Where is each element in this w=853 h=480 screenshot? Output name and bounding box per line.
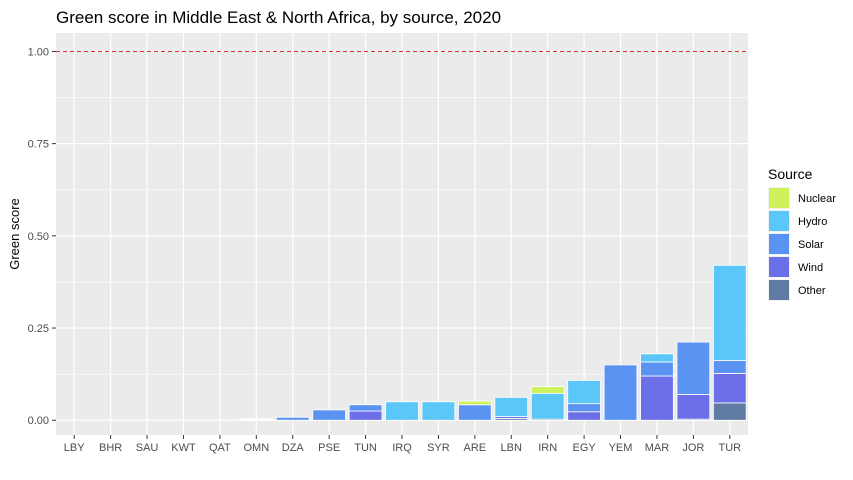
legend-label-other: Other bbox=[798, 285, 826, 297]
x-tick-label: SYR bbox=[427, 442, 450, 454]
chart-title: Green score in Middle East & North Afric… bbox=[56, 8, 501, 27]
x-tick-label: BHR bbox=[99, 442, 122, 454]
bar-segment-hydro-egy bbox=[567, 380, 601, 405]
x-tick-label: LBY bbox=[64, 442, 85, 454]
x-tick-label: MAR bbox=[645, 442, 670, 454]
x-tick-label: TUN bbox=[354, 442, 377, 454]
bar-segment-hydro-irq bbox=[385, 401, 419, 421]
x-tick-label: IRN bbox=[538, 442, 557, 454]
y-tick-label: 0.75 bbox=[28, 139, 49, 151]
x-tick-label: KWT bbox=[171, 442, 196, 454]
bar-segment-wind-jor bbox=[676, 394, 711, 420]
bar-segment-solar-yem bbox=[603, 364, 638, 421]
bar-segment-solar-mar bbox=[640, 361, 674, 377]
legend-swatch-other bbox=[769, 280, 789, 300]
bar-segment-hydro-syr bbox=[421, 401, 456, 421]
bar-segment-wind-mar bbox=[640, 375, 674, 421]
y-axis-label: Green score bbox=[7, 198, 22, 270]
bar-segment-nuclear-are bbox=[458, 400, 492, 406]
bar-segment-solar-are bbox=[458, 404, 492, 421]
y-tick-label: 1.00 bbox=[28, 46, 49, 58]
x-tick-label: JOR bbox=[682, 442, 704, 454]
legend-swatch-solar bbox=[769, 234, 789, 254]
bar-segment-hydro-irn bbox=[530, 392, 565, 420]
legend-label-solar: Solar bbox=[798, 239, 824, 251]
bar-segment-hydro-tur bbox=[713, 264, 747, 361]
x-axis: LBY BHR SAU KWT QAT OMN DZA PSE TUN IRQ SYR ARE LBN I… bbox=[64, 435, 741, 454]
x-tick-label: IRQ bbox=[392, 442, 412, 454]
bar-segment-hydro-omn bbox=[239, 418, 274, 420]
bar-segment-solar-dza bbox=[275, 416, 310, 421]
legend-swatch-nuclear bbox=[769, 188, 789, 208]
bar-segment-solar-egy bbox=[567, 403, 601, 413]
legend-title: Source bbox=[768, 166, 813, 182]
legend: Source Nuclear Hydro Solar Wind Other bbox=[768, 166, 836, 301]
y-tick-label: 0.50 bbox=[28, 231, 49, 243]
bars bbox=[239, 264, 747, 421]
legend-label-hydro: Hydro bbox=[798, 216, 827, 228]
legend-swatch-wind bbox=[769, 257, 789, 277]
bar-segment-nuclear-irn bbox=[530, 386, 565, 394]
bar-segment-wind-tun bbox=[348, 410, 383, 421]
x-tick-label: DZA bbox=[282, 442, 305, 454]
bar-segment-solar-tur bbox=[713, 360, 747, 374]
legend-label-nuclear: Nuclear bbox=[798, 193, 836, 205]
bar-segment-hydro-mar bbox=[640, 353, 674, 363]
bar-segment-hydro-lbn bbox=[494, 396, 529, 417]
x-tick-label: PSE bbox=[318, 442, 340, 454]
x-tick-label: TUR bbox=[718, 442, 741, 454]
x-tick-label: QAT bbox=[209, 442, 231, 454]
x-tick-label: YEM bbox=[609, 442, 633, 454]
y-tick-label: 0.00 bbox=[28, 415, 49, 427]
bar-segment-other-tur bbox=[713, 402, 747, 421]
bar-segment-wind-egy bbox=[567, 411, 601, 421]
bar-segment-solar-tun bbox=[348, 404, 383, 412]
x-tick-label: SAU bbox=[136, 442, 159, 454]
x-tick-label: OMN bbox=[243, 442, 269, 454]
x-tick-label: LBN bbox=[501, 442, 522, 454]
x-tick-label: EGY bbox=[572, 442, 596, 454]
bar-segment-solar-jor bbox=[676, 341, 711, 395]
y-tick-label: 0.25 bbox=[28, 323, 49, 335]
bar-segment-solar-pse bbox=[312, 409, 346, 421]
legend-label-wind: Wind bbox=[798, 262, 823, 274]
bar-segment-wind-tur bbox=[713, 373, 747, 404]
y-axis: 0.00 0.25 0.50 0.75 1.00 bbox=[28, 46, 56, 427]
x-tick-label: ARE bbox=[464, 442, 487, 454]
legend-swatch-hydro bbox=[769, 211, 789, 231]
